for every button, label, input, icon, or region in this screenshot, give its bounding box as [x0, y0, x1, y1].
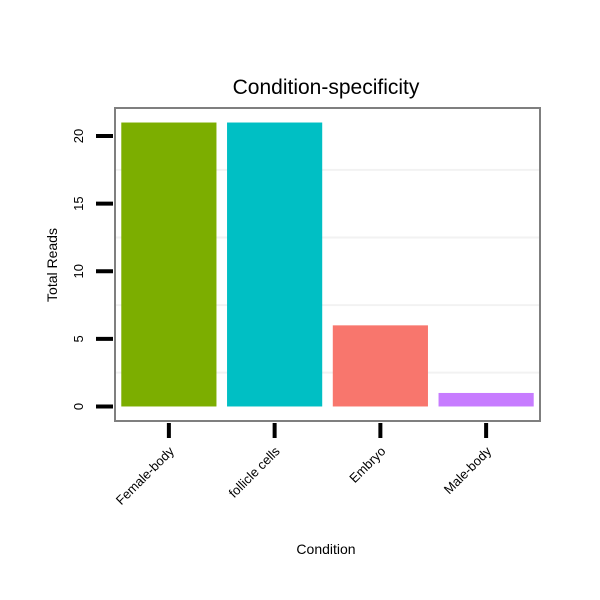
bar [332, 325, 428, 407]
x-tick-label: Male-body [441, 443, 495, 497]
y-tick-label: 10 [71, 264, 86, 278]
x-tick-label: follicle cells [226, 443, 283, 500]
x-axis-label: Condition [296, 541, 355, 557]
y-tick-label: 15 [71, 196, 86, 210]
x-tick-label: Embryo [346, 444, 388, 486]
bar [227, 122, 323, 407]
bar [121, 122, 217, 407]
y-tick-label: 0 [71, 403, 86, 410]
y-tick-label: 20 [71, 129, 86, 143]
chart-title: Condition-specificity [233, 76, 420, 99]
y-axis-label: Total Reads [44, 228, 60, 302]
y-tick-label: 5 [71, 335, 86, 342]
x-tick-label: Female-body [113, 443, 178, 508]
bar [438, 392, 534, 407]
